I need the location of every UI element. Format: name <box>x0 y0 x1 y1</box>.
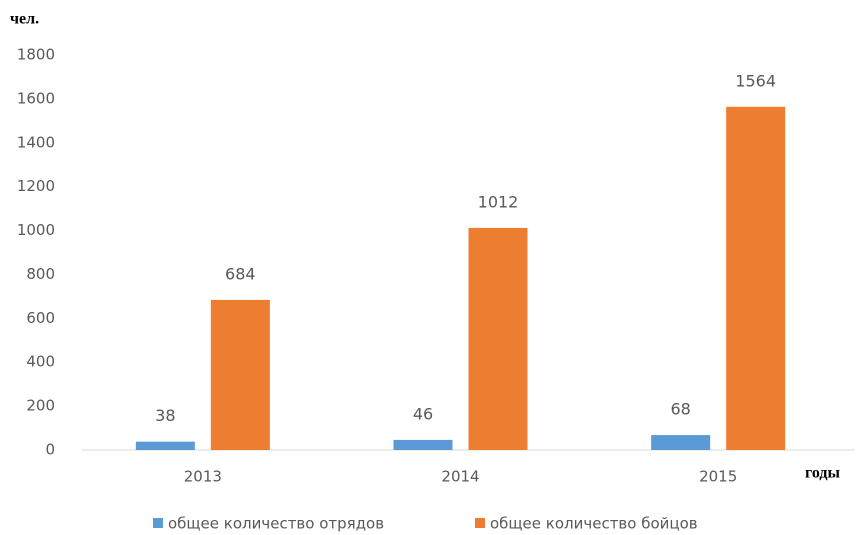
legend-swatch <box>153 518 163 528</box>
bar <box>468 227 528 450</box>
bar <box>651 435 711 450</box>
x-axis-label: годы <box>805 465 841 482</box>
y-tick-label: 1800 <box>17 46 55 64</box>
x-tick-label: 2014 <box>441 468 479 486</box>
y-tick-label: 200 <box>26 397 55 415</box>
y-axis-label: чел. <box>10 11 39 28</box>
bar <box>393 439 453 450</box>
y-tick-label: 400 <box>26 353 55 371</box>
y-tick-label: 800 <box>26 265 55 283</box>
y-tick-label: 600 <box>26 309 55 327</box>
legend-swatch <box>475 518 485 528</box>
y-tick-label: 1400 <box>17 133 55 151</box>
bar <box>135 441 195 450</box>
x-tick-label: 2013 <box>184 468 222 486</box>
y-tick-label: 0 <box>45 441 55 459</box>
bar <box>210 299 270 450</box>
legend-label: общее количество отрядов <box>168 515 384 533</box>
data-label: 68 <box>670 400 690 419</box>
y-tick-label: 1000 <box>17 221 55 239</box>
data-label: 46 <box>413 404 433 423</box>
data-label: 38 <box>155 406 175 425</box>
bar <box>726 106 786 451</box>
data-label: 684 <box>225 264 256 283</box>
y-tick-label: 1600 <box>17 89 55 107</box>
x-tick-label: 2015 <box>699 468 737 486</box>
legend-label: общее количество бойцов <box>490 515 698 533</box>
data-label: 1012 <box>478 192 519 211</box>
data-label: 1564 <box>735 71 776 90</box>
y-tick-label: 1200 <box>17 177 55 195</box>
